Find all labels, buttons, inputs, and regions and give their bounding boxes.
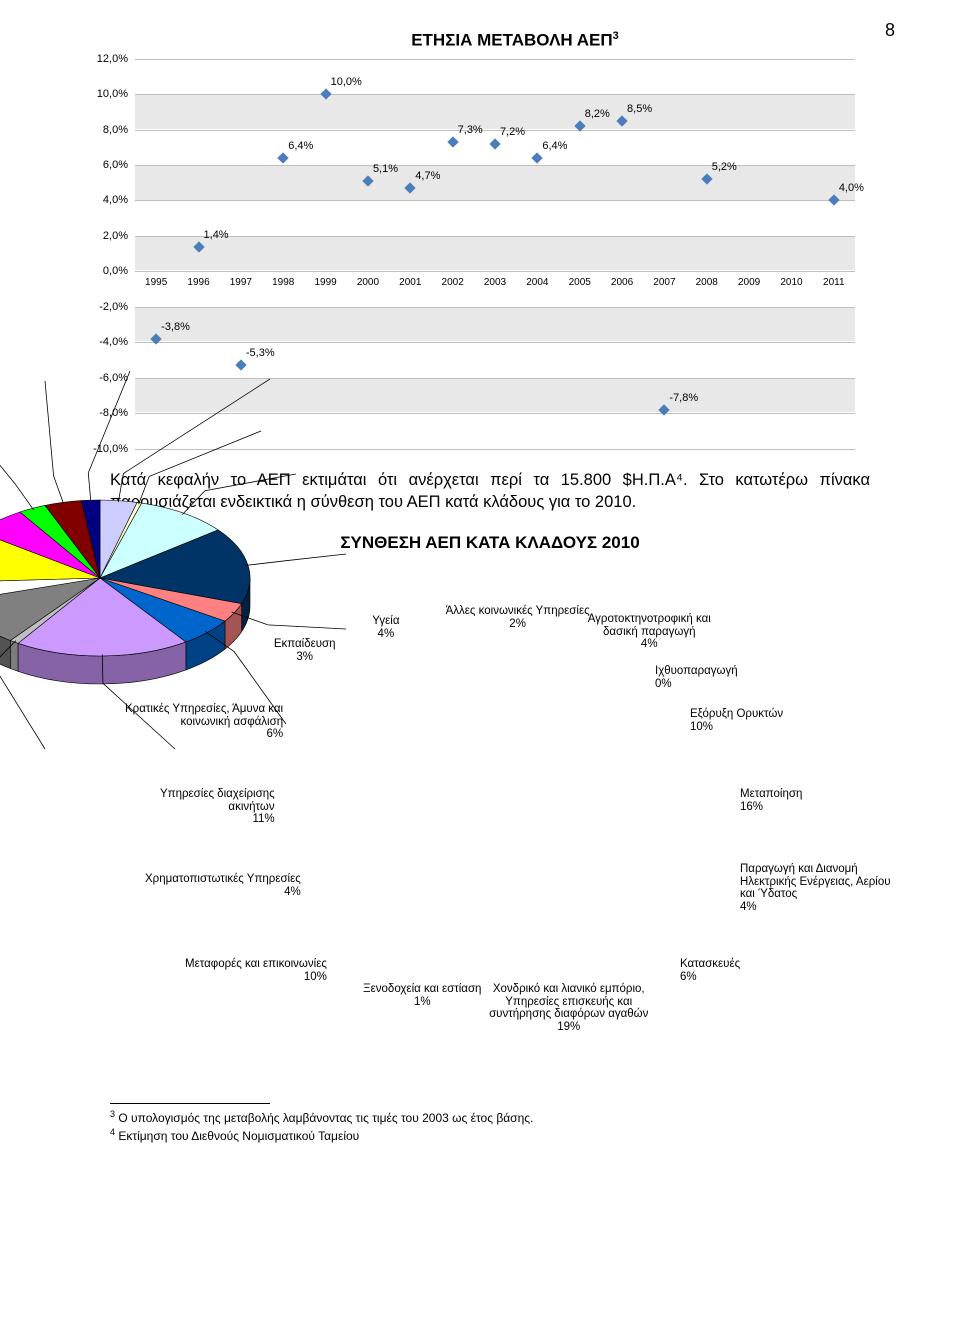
data-label: 5,2% [712,161,737,173]
leader-line [139,431,261,504]
y-tick-label: 2,0% [78,230,128,242]
page: 8 ΕΤΗΣΙΑ ΜΕΤΑΒΟΛΗ ΑΕΠ3 -3,8%1,4%-5,3%6,4… [0,0,960,1184]
x-tick-label: 2005 [569,277,591,288]
pie-label: Ιχθυοπαραγωγή0% [655,665,738,690]
data-label: 7,2% [500,126,525,138]
pie-wrap [0,323,490,803]
x-tick-label: 2007 [653,277,675,288]
x-tick-label: 2002 [442,277,464,288]
x-tick-label: 1998 [272,277,294,288]
chart-band [135,94,855,129]
pie-label: Εξόρυξη Ορυκτών10% [690,708,783,733]
data-point [489,138,500,149]
y-tick-label: 8,0% [78,124,128,136]
x-tick-label: 2003 [484,277,506,288]
data-label: 5,1% [373,163,398,175]
x-tick-label: 2000 [357,277,379,288]
x-tick-label: 2001 [399,277,421,288]
y-tick-label: 6,0% [78,159,128,171]
leader-line [245,554,346,566]
gridline [135,236,855,237]
pie-label: Μεταποίηση16% [740,788,802,813]
pie-label: Χονδρικό και λιανικό εμπόριο,Υπηρεσίες ε… [489,983,648,1034]
y-tick-label: -2,0% [78,301,128,313]
pie-label: Κατασκευές6% [680,958,740,983]
gridline [135,130,855,131]
pie-label: Μεταφορές και επικοινωνίες10% [185,958,327,983]
x-tick-label: 1995 [145,277,167,288]
x-tick-label: 2008 [696,277,718,288]
y-tick-label: 0,0% [78,265,128,277]
x-tick-label: 2010 [780,277,802,288]
data-label: 7,3% [458,124,483,136]
x-tick-label: 1996 [187,277,209,288]
gridline [135,307,855,308]
x-tick-label: 2009 [738,277,760,288]
pie-svg [0,323,490,803]
gridline [135,200,855,201]
y-tick-label: 10,0% [78,88,128,100]
footnote-4: 4 Εκτίμηση του Διεθνούς Νομισματικού Ταμ… [110,1127,900,1145]
data-point [447,136,458,147]
data-label: 4,0% [839,182,864,194]
gridline [135,271,855,272]
data-label: -7,8% [669,392,698,404]
leader-line [88,371,130,502]
gridline [135,94,855,95]
leader-line [182,474,296,515]
x-tick-label: 1999 [314,277,336,288]
data-label: 4,7% [415,170,440,182]
data-label: 6,4% [288,140,313,152]
data-point [532,152,543,163]
pie-label: Χρηματοπιστωτικές Υπηρεσίες4% [145,873,301,898]
y-tick-label: 12,0% [78,53,128,65]
y-tick-label: 4,0% [78,194,128,206]
x-tick-label: 2011 [823,277,845,288]
data-label: 8,5% [627,103,652,115]
footnote-rule [110,1103,270,1104]
chart-band [135,165,855,200]
data-point [278,152,289,163]
gridline [135,165,855,166]
x-tick-label: 2006 [611,277,633,288]
pie-label: Ξενοδοχεία και εστίαση1% [363,983,481,1008]
leader-line [45,381,64,504]
data-label: 6,4% [542,140,567,152]
leader-line [118,379,270,502]
chart-band [135,236,855,271]
gridline [135,59,855,60]
pie-label: Παραγωγή και ΔιανομήΗλεκτρικής Ενέργειας… [740,863,891,914]
data-label: 1,4% [204,229,229,241]
gdp-composition-pie: Αγροτοκτηνοτροφική καιδασική παραγωγή4% Ι… [100,563,880,1043]
x-tick-label: 2004 [526,277,548,288]
footnote-3: 3 Ο υπολογισμός της μεταβολής λαμβάνοντα… [110,1109,900,1127]
chart1-title: ΕΤΗΣΙΑ ΜΕΤΑΒΟΛΗ ΑΕΠ3 [130,30,900,51]
leader-line [0,404,34,510]
page-number: 8 [885,20,895,41]
pie-label: Αγροτοκτηνοτροφική καιδασική παραγωγή4% [588,613,711,651]
data-label: 10,0% [331,76,362,88]
data-label: 8,2% [585,108,610,120]
x-tick-label: 1997 [230,277,252,288]
